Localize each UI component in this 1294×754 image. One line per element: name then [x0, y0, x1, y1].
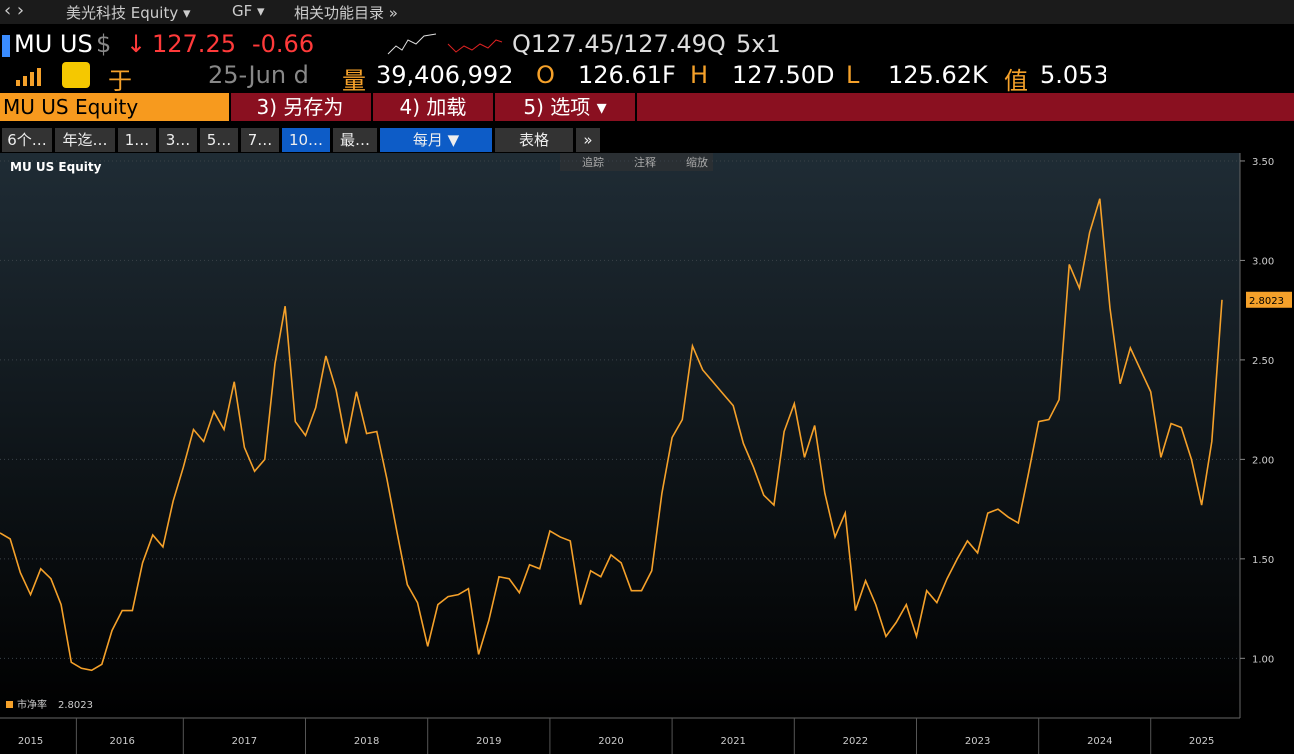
tab[interactable]: »: [576, 128, 600, 152]
security-menu[interactable]: 美光科技 Equity ▾: [66, 4, 191, 22]
open: 126.61F: [578, 61, 676, 89]
tab[interactable]: 5…: [200, 128, 238, 152]
axis-bg: [1240, 153, 1294, 754]
menu-bar: MU US Equity 3) 另存为 4) 加载 5) 选项 ▾: [0, 93, 1294, 121]
y-tick-label: 3.50: [1252, 157, 1274, 168]
last-value-box: [1246, 291, 1292, 308]
ticker: MU US: [14, 30, 93, 58]
x-tick-label: 2015: [18, 736, 43, 747]
arrow: ↓: [126, 30, 147, 58]
high: 127.50D: [732, 61, 835, 89]
volume: 39,406,992: [376, 61, 514, 89]
y-tick-label: 1.50: [1252, 555, 1274, 566]
change: -0.66: [252, 30, 315, 58]
tab[interactable]: 最…: [333, 128, 377, 152]
tab[interactable]: 3…: [159, 128, 197, 152]
low: 125.62K: [888, 61, 988, 89]
y-tick-label: 2.00: [1252, 455, 1274, 466]
gauge-icon: [62, 62, 90, 88]
source: GF: [232, 2, 253, 20]
at: 于: [108, 67, 132, 95]
menu-item[interactable]: 5) 选项 ▾: [495, 93, 637, 121]
line: [0, 198, 1223, 672]
source-menu[interactable]: GF ▾: [232, 2, 265, 20]
x-tick-label: 2023: [965, 736, 990, 747]
x-tick-label: 2016: [109, 736, 134, 747]
related: 相关功能目录: [294, 4, 385, 22]
y-tick-label: 1.00: [1252, 654, 1274, 665]
y-tick-label: 2.50: [1252, 356, 1274, 367]
x-tick-label: 2017: [232, 736, 257, 747]
val-label: 值: [1004, 67, 1028, 95]
price: 127.25: [152, 30, 236, 58]
menu-security[interactable]: MU US Equity: [0, 93, 231, 121]
x-tick-label: 2019: [476, 736, 501, 747]
chart-title: MU US Equity: [10, 160, 102, 174]
vol-label: 量: [342, 67, 366, 95]
chart-toolbar: [560, 153, 713, 171]
x-tick-label: 2022: [843, 736, 868, 747]
menu-item[interactable]: 4) 加载: [373, 93, 495, 121]
date: 25-Jun d: [208, 61, 309, 89]
y-tick-label: 3.00: [1252, 256, 1274, 267]
tab[interactable]: 6个…: [2, 128, 52, 152]
high-label: H: [690, 61, 709, 89]
legend-name: 市净率: [17, 698, 47, 711]
tool[interactable]: 注释: [634, 155, 656, 169]
legend-swatch: [6, 701, 13, 708]
x-tick-label: 2020: [598, 736, 623, 747]
last-value: 2.8023: [1249, 296, 1284, 307]
tab[interactable]: 表格: [495, 128, 573, 152]
sparklines: [387, 33, 503, 55]
tool[interactable]: 缩放: [686, 155, 708, 169]
related-menu[interactable]: 相关功能目录 »: [294, 4, 398, 22]
chart: MU US Equity 追踪 注释 缩放 1.00 1.50 2.00 2.50 3.…: [0, 153, 1294, 754]
tab[interactable]: 7…: [241, 128, 279, 152]
x-tick-label: 2024: [1087, 736, 1112, 747]
val: 5.053: [1040, 61, 1106, 89]
legend-value: 2.8023: [58, 700, 93, 711]
signal-icon: [16, 68, 41, 86]
nav-bar: ‹ › 美光科技 Equity ▾ GF ▾ 相关功能目录 »: [0, 0, 1294, 24]
open-label: O: [536, 61, 555, 89]
x-tick-label: 2021: [720, 736, 745, 747]
x-tick-label: 2018: [354, 736, 379, 747]
security: 美光科技 Equity: [66, 4, 179, 22]
tool[interactable]: 追踪: [582, 155, 604, 169]
tab[interactable]: 10…: [282, 128, 330, 152]
currency: $: [96, 30, 112, 58]
marker: [2, 35, 10, 57]
menu-item[interactable]: 3) 另存为: [229, 93, 373, 121]
low-label: L: [846, 61, 860, 89]
back[interactable]: ‹ ›: [4, 0, 25, 21]
bid-ask: Q127.45/127.49Q: [512, 30, 726, 58]
tab[interactable]: 1…: [118, 128, 156, 152]
plot-bg: [0, 153, 1240, 718]
size: 5x1: [736, 30, 781, 58]
tab[interactable]: 每月 ▼: [380, 128, 492, 152]
x-tick-label: 2025: [1189, 736, 1214, 747]
tab[interactable]: 年迄…: [55, 128, 115, 152]
